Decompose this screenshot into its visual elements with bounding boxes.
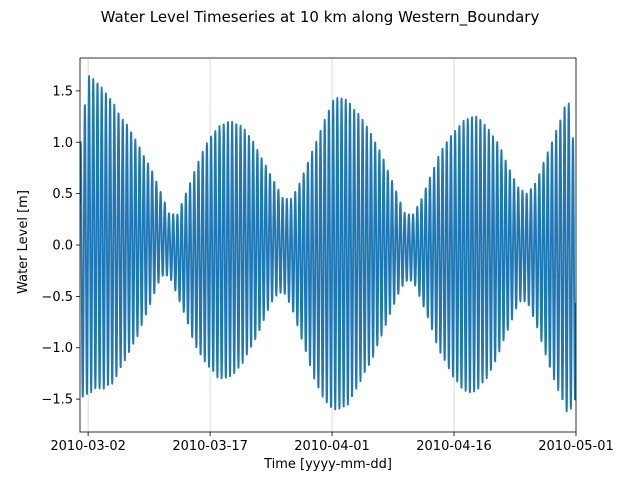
x-axis-label: Time [yyyy-mm-dd] <box>263 457 392 472</box>
x-tick-label: 2010-03-17 <box>172 439 248 454</box>
y-tick-label: −0.5 <box>41 290 73 305</box>
y-tick-label: 0.0 <box>52 239 73 254</box>
x-tick-label: 2010-04-16 <box>416 439 492 454</box>
plot-area <box>80 75 576 413</box>
chart-title: Water Level Timeseries at 10 km along We… <box>101 8 540 27</box>
y-tick-label: 1.5 <box>52 84 73 99</box>
y-tick-label: 1.0 <box>52 136 73 151</box>
x-tick-label: 2010-03-02 <box>50 439 126 454</box>
water-level-line <box>80 75 576 413</box>
axes-frame <box>79 57 577 433</box>
y-tick-label: −1.0 <box>41 341 73 356</box>
x-tick-label: 2010-05-01 <box>538 439 614 454</box>
y-tick-label: −1.5 <box>41 393 73 408</box>
y-axis-label: Water Level [m] <box>16 190 31 294</box>
x-tick-label: 2010-04-01 <box>294 439 370 454</box>
axes: 2010-03-02 2010-03-17 2010-04-01 2010-04-16… <box>41 57 614 454</box>
y-tick-label: 0.5 <box>52 187 73 202</box>
